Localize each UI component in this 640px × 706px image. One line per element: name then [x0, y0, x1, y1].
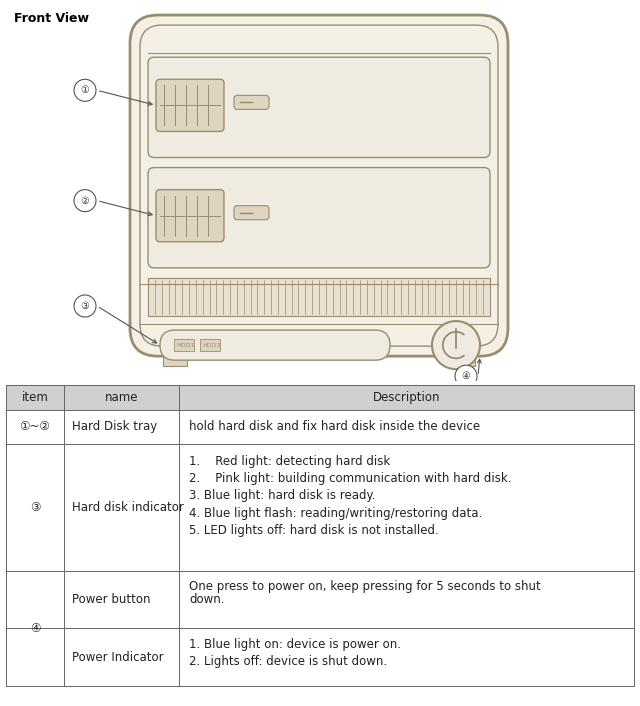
Text: 1.    Red light: detecting hard disk: 1. Red light: detecting hard disk [189, 455, 390, 468]
Text: hold hard disk and fix hard disk inside the device: hold hard disk and fix hard disk inside … [189, 421, 480, 433]
FancyBboxPatch shape [156, 79, 224, 131]
FancyBboxPatch shape [234, 95, 269, 109]
Text: ④: ④ [461, 371, 470, 381]
Circle shape [74, 79, 96, 102]
Text: ②: ② [81, 196, 90, 205]
Text: HDD1: HDD1 [176, 342, 195, 347]
Text: item: item [22, 390, 49, 404]
Text: Power button: Power button [72, 593, 150, 606]
FancyBboxPatch shape [156, 190, 224, 241]
Text: Front View: Front View [14, 12, 89, 25]
Text: ④: ④ [29, 622, 40, 635]
FancyBboxPatch shape [148, 57, 490, 157]
Text: 1. Blue light on: device is power on.: 1. Blue light on: device is power on. [189, 638, 401, 651]
Text: One press to power on, keep pressing for 5 seconds to shut: One press to power on, keep pressing for… [189, 580, 541, 593]
FancyBboxPatch shape [148, 167, 490, 268]
Circle shape [74, 190, 96, 212]
Text: 5. LED lights off: hard disk is not installed.: 5. LED lights off: hard disk is not inst… [189, 524, 439, 537]
FancyBboxPatch shape [234, 205, 269, 220]
Bar [174, 339, 194, 351]
Text: 2.    Pink light: building communication with hard disk.: 2. Pink light: building communication wi… [189, 472, 511, 485]
Bar [163, 350, 187, 366]
Text: 2. Lights off: device is shut down.: 2. Lights off: device is shut down. [189, 655, 387, 668]
Text: down.: down. [189, 593, 225, 606]
Bar [200, 339, 220, 351]
Text: ①~②: ①~② [20, 421, 51, 433]
FancyBboxPatch shape [160, 330, 390, 360]
Text: Hard Disk tray: Hard Disk tray [72, 421, 157, 433]
Circle shape [432, 321, 480, 369]
Text: 3. Blue light: hard disk is ready.: 3. Blue light: hard disk is ready. [189, 489, 376, 502]
Bar [6, 385, 634, 409]
Text: ③: ③ [29, 501, 40, 514]
Text: Description: Description [372, 390, 440, 404]
Text: Hard disk indicator: Hard disk indicator [72, 501, 184, 514]
Bar [148, 278, 490, 316]
Bar [451, 350, 475, 366]
Text: Power Indicator: Power Indicator [72, 651, 164, 664]
Circle shape [455, 365, 477, 388]
Text: name: name [105, 390, 138, 404]
Text: HDD2: HDD2 [202, 342, 221, 347]
Text: ①: ① [81, 85, 90, 95]
Circle shape [74, 295, 96, 317]
Text: 4. Blue light flash: reading/writing/restoring data.: 4. Blue light flash: reading/writing/res… [189, 506, 483, 520]
Text: ③: ③ [81, 301, 90, 311]
FancyBboxPatch shape [130, 15, 508, 356]
